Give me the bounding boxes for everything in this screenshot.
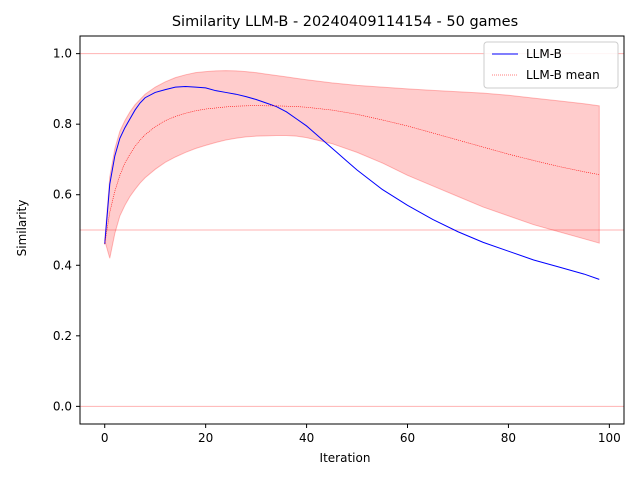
- y-tick-label-3: 0.6: [53, 188, 72, 202]
- x-tick-label-3: 60: [400, 431, 415, 445]
- y-tick-label-4: 0.8: [53, 117, 72, 131]
- y-tick-label-0: 0.0: [53, 399, 72, 413]
- series-line-1: [104, 105, 600, 245]
- series-line-0: [104, 85, 600, 280]
- x-tick-label-5: 100: [598, 431, 621, 445]
- axes-frame: [79, 35, 625, 425]
- band-area: [104, 70, 600, 259]
- x-tick-label-1: 20: [198, 431, 213, 445]
- x-tick-label-0: 0: [101, 431, 109, 445]
- x-tick-label-4: 80: [501, 431, 516, 445]
- y-tick-label-5: 1.0: [53, 47, 72, 61]
- x-axis-label: Iteration: [320, 451, 371, 465]
- legend-label-0: LLM-B: [526, 47, 562, 61]
- legend-label-1: LLM-B mean: [526, 68, 600, 82]
- y-tick-label-2: 0.4: [53, 258, 72, 272]
- plot-area: 0 20 40 60 80 100 0.0 0.2 0.4 0.6 0.8 1.0 LLM-B LLM-B…: [53, 35, 625, 445]
- y-axis-label: Similarity: [15, 200, 29, 257]
- x-tick-label-2: 40: [299, 431, 314, 445]
- y-tick-label-1: 0.2: [53, 329, 72, 343]
- chart-title: Similarity LLM-B - 20240409114154 - 50 g…: [172, 14, 518, 30]
